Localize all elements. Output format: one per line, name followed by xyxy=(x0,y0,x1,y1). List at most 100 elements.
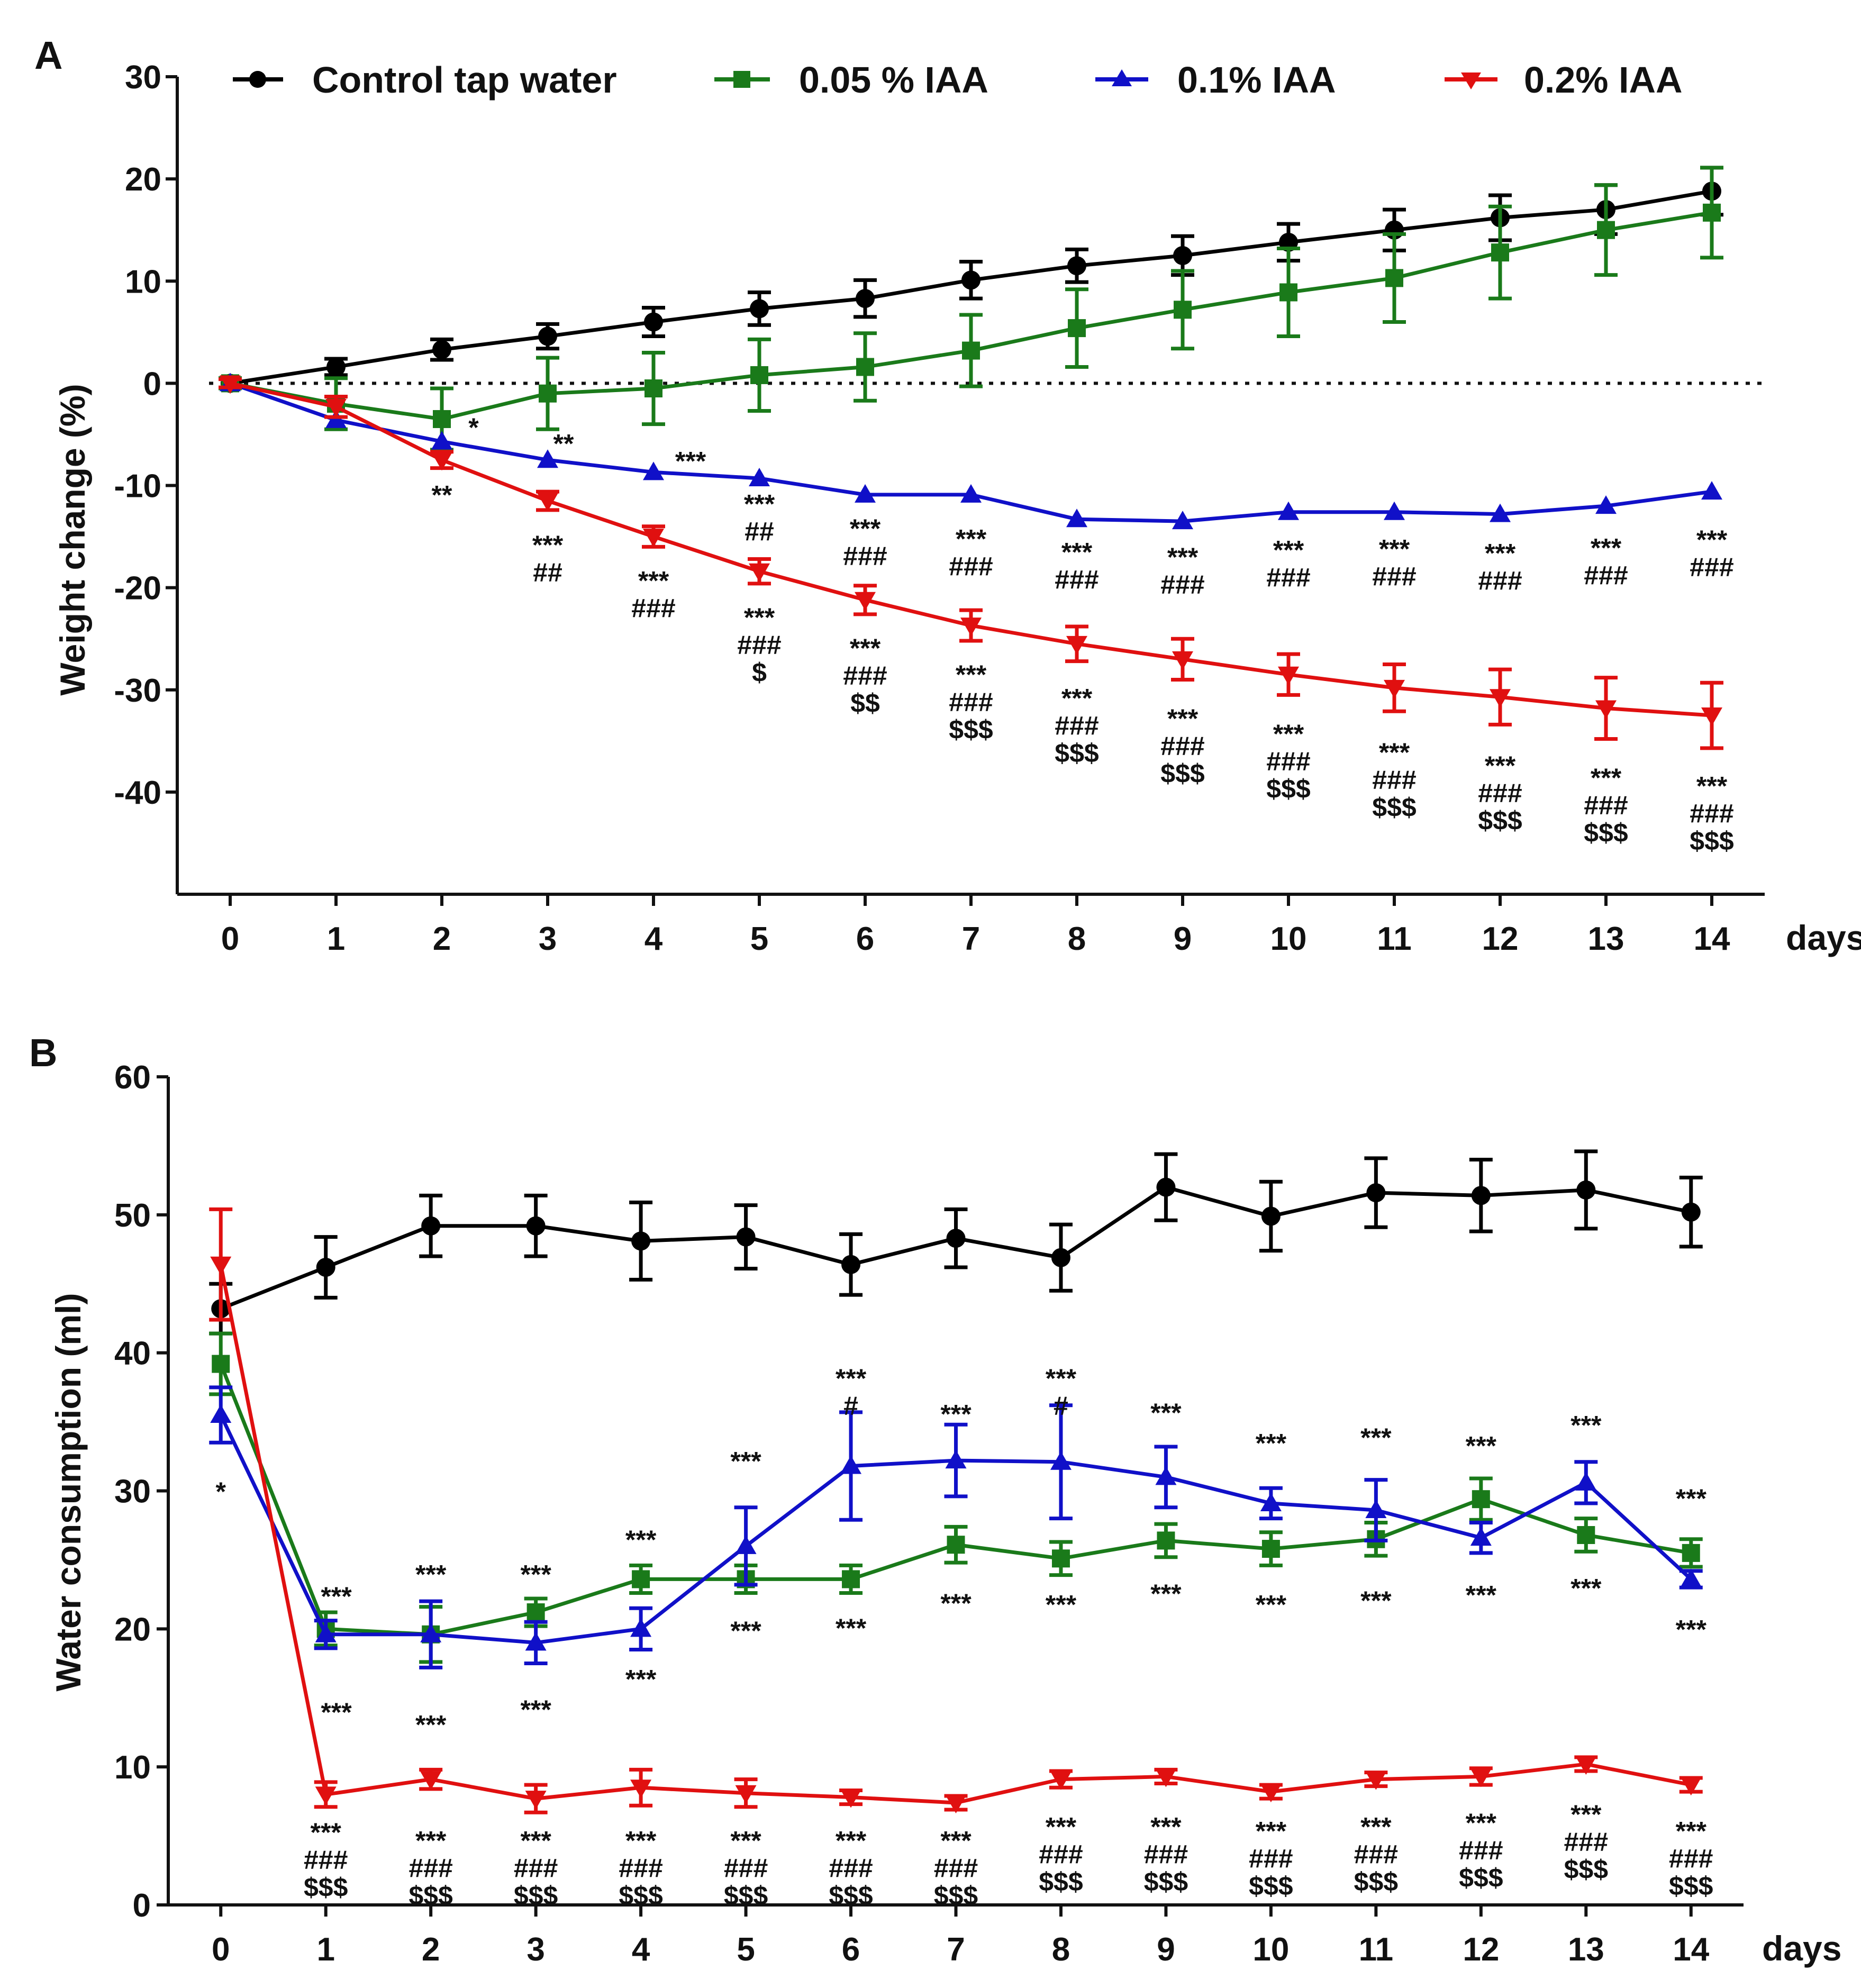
significance-label: *** ### $$$ xyxy=(1564,1800,1609,1884)
data-point xyxy=(538,326,557,346)
x-tick-label: 2 xyxy=(433,921,451,957)
data-point xyxy=(525,1632,547,1651)
data-point xyxy=(631,1231,651,1251)
data-point xyxy=(539,384,557,403)
significance-line: ### xyxy=(1354,1840,1398,1869)
significance-line: $$$ xyxy=(1039,1867,1083,1897)
significance-label: *** ### $$$ xyxy=(1690,771,1734,856)
x-tick-label: 12 xyxy=(1482,921,1519,957)
significance-line: ### xyxy=(1055,565,1099,594)
significance-line: ### xyxy=(1055,711,1099,741)
x-tick-label: 14 xyxy=(1694,921,1730,957)
significance-line: * xyxy=(215,1477,226,1506)
significance-label: *** ### $ xyxy=(737,603,781,687)
significance-line: *** xyxy=(1150,1812,1182,1842)
significance-line: *** xyxy=(730,1616,761,1646)
significance-line: *** xyxy=(1466,1580,1497,1610)
significance-line: ### xyxy=(829,1854,873,1883)
significance-line: ### xyxy=(1144,1840,1188,1869)
significance-line: *** xyxy=(1061,537,1093,567)
y-tick-label: 20 xyxy=(125,161,161,198)
significance-label: *** xyxy=(520,1695,551,1724)
legend-iaa-01-label: 0.1% IAA xyxy=(1177,59,1336,101)
data-point xyxy=(1068,319,1086,338)
panel-b-y-axis-title: Water consumption (ml) xyxy=(49,1293,88,1692)
significance-line: ### xyxy=(843,541,887,571)
data-point xyxy=(1575,1756,1597,1775)
y-tick-label: -30 xyxy=(114,673,161,709)
significance-line: *** xyxy=(956,660,987,689)
data-point xyxy=(1050,1451,1072,1470)
significance-line: ### xyxy=(1478,778,1522,808)
legend: Control tap water 0.05 % IAA 0.1% IAA 0.… xyxy=(233,59,1683,101)
data-point xyxy=(433,410,451,428)
significance-line: $$$ xyxy=(1249,1871,1293,1901)
data-point xyxy=(1385,269,1403,287)
significance-label: *** xyxy=(1570,1411,1602,1440)
significance-label: *** xyxy=(1466,1431,1497,1461)
x-tick-label: 9 xyxy=(1157,1931,1175,1968)
data-point xyxy=(537,493,558,512)
y-tick-label: 0 xyxy=(133,1887,151,1924)
data-point xyxy=(1261,1540,1280,1558)
data-point xyxy=(431,452,452,471)
significance-line: $$$ xyxy=(829,1881,873,1911)
significance-line: # xyxy=(843,1391,858,1421)
x-tick-label: 5 xyxy=(750,921,768,957)
significance-line: *** xyxy=(1676,1484,1707,1513)
significance-label: *** xyxy=(1676,1615,1707,1645)
x-tick-label: 1 xyxy=(327,921,345,957)
significance-label: *** ### xyxy=(1690,525,1733,582)
y-tick-label: -20 xyxy=(114,570,161,607)
significance-line: *** xyxy=(1360,1586,1392,1615)
significance-line: ### xyxy=(1564,1827,1608,1857)
significance-line: *** xyxy=(730,1826,761,1856)
data-point xyxy=(630,1780,652,1799)
x-tick-label: 11 xyxy=(1377,921,1412,957)
data-point xyxy=(960,618,982,637)
significance-line: *** xyxy=(1696,771,1728,801)
y-tick-label: 30 xyxy=(114,1474,151,1510)
data-point xyxy=(1575,1472,1597,1491)
significance-line: $$$ xyxy=(1144,1867,1188,1897)
significance-line: *** xyxy=(625,1826,657,1856)
data-point xyxy=(1172,511,1193,530)
data-point xyxy=(525,1791,547,1810)
data-point xyxy=(856,289,875,308)
data-point xyxy=(1051,1248,1070,1267)
panel-a: A Control tap water 0.05 % IAA 0.1% IAA … xyxy=(34,33,1861,957)
data-point xyxy=(750,299,769,319)
significance-line: ### xyxy=(724,1854,768,1883)
significance-line: *** xyxy=(1570,1800,1602,1829)
x-tick-label: 0 xyxy=(221,921,239,957)
x-tick-label: 3 xyxy=(539,921,557,957)
legend-item-iaa-01: 0.1% IAA xyxy=(1095,59,1336,101)
significance-label: *** # xyxy=(1046,1364,1077,1421)
significance-line: *** xyxy=(675,447,706,476)
x-tick-label: 10 xyxy=(1270,921,1307,957)
panel-a-y-axis-title: Weight change (%) xyxy=(53,384,92,695)
data-point xyxy=(1050,1771,1072,1790)
data-point xyxy=(1155,1768,1177,1787)
data-point xyxy=(1261,1206,1281,1226)
significance-line: *** xyxy=(625,1664,657,1694)
significance-label: *** ### $$$ xyxy=(829,1826,873,1911)
significance-line: ### xyxy=(949,687,993,717)
significance-label: *** ### xyxy=(949,524,993,581)
significance-label: *** ### $$ xyxy=(843,633,887,718)
significance-line: *** xyxy=(744,603,775,632)
significance-line: *** xyxy=(850,514,881,543)
y-tick-label: 30 xyxy=(125,59,161,96)
y-tick-label: 50 xyxy=(114,1197,151,1234)
significance-label: * xyxy=(215,1477,226,1506)
significance-label: *** ### xyxy=(1584,533,1628,591)
significance-label: *** ### xyxy=(843,514,887,571)
y-tick-label: 20 xyxy=(114,1611,151,1648)
significance-label: ** xyxy=(553,429,574,459)
significance-line: *** xyxy=(1676,1615,1707,1645)
data-point xyxy=(220,375,241,394)
significance-label: *** ### xyxy=(1266,535,1310,593)
data-point xyxy=(1174,301,1192,319)
data-point xyxy=(842,1570,860,1588)
